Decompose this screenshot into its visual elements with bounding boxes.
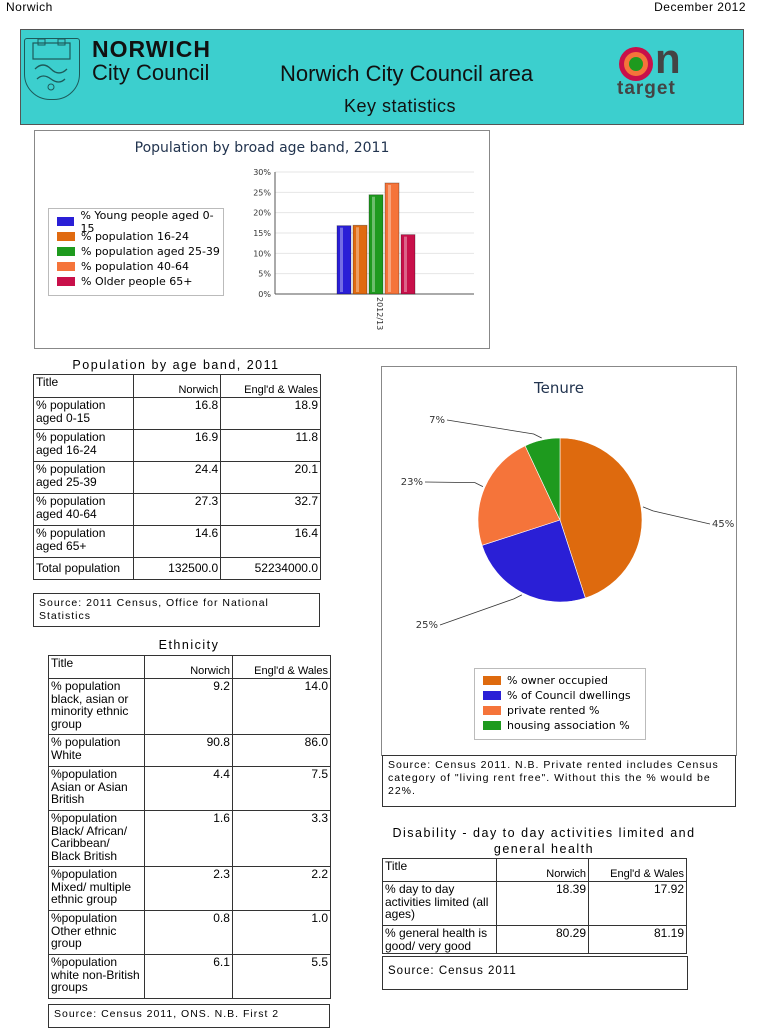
disability-table: Title Norwich Engl'd & Wales % day to da… xyxy=(381,858,687,954)
col-header-norwich: Norwich xyxy=(132,374,222,398)
bar-highlight xyxy=(356,227,359,292)
org-name: NORWICH xyxy=(92,36,212,62)
col-header-title: Title xyxy=(33,374,134,398)
bar xyxy=(352,224,368,295)
pie-slice xyxy=(524,437,561,521)
disability-caption-line2: general health xyxy=(493,842,595,856)
tenure-legend: % owner occupied % of Council dwellings … xyxy=(474,668,646,740)
table-row: % day to day activities limited (all age… xyxy=(381,881,687,926)
table-row: %population Mixed/ multiple ethnic group… xyxy=(47,866,332,911)
legend-item: % population 16-24 xyxy=(57,229,223,244)
table-row: %population Black/ African/ Caribbean/ B… xyxy=(47,810,332,867)
bar-highlight xyxy=(340,227,343,292)
age-chart-legend: % Young people aged 0-15 % population 16… xyxy=(48,208,224,296)
y-tick-label: 10% xyxy=(253,249,271,258)
y-tick-label: 30% xyxy=(253,168,271,177)
page-title: Norwich City Council area xyxy=(280,61,534,86)
pie-leader-line xyxy=(439,594,523,626)
table-row: % population aged 16-24 16.9 11.8 xyxy=(33,429,321,462)
table-row: % population White 90.8 86.0 xyxy=(47,734,332,767)
table-row: % population aged 25-39 24.4 20.1 xyxy=(33,461,321,494)
x-tick-label: 2012/13 xyxy=(375,297,384,330)
title-banner xyxy=(20,29,744,125)
pie-leader-line xyxy=(446,419,542,439)
age-table: Title Norwich Engl'd & Wales % populatio… xyxy=(33,374,321,580)
col-header-norwich: Norwich xyxy=(496,858,590,882)
table-row: %population Other ethnic group 0.8 1.0 xyxy=(47,910,332,955)
bar xyxy=(384,182,400,295)
logo-target-text: target xyxy=(617,78,676,99)
bar-highlight xyxy=(388,184,391,292)
pie-data-label: 23% xyxy=(401,477,423,488)
table-row: % general health is good/ very good 80.29… xyxy=(381,925,687,954)
col-header-ew: Engl'd & Wales xyxy=(588,858,687,882)
disability-caption-line1: Disability - day to day activities limit… xyxy=(392,826,696,840)
pie-leader-line xyxy=(424,481,484,487)
legend-item: % owner occupied xyxy=(483,673,645,688)
pie-leader-line xyxy=(642,506,711,525)
table-row: %population white non-British groups 6.1 5… xyxy=(47,954,332,999)
table-row: %population Asian or Asian British 4.4 7.5 xyxy=(47,766,332,811)
y-tick-label: 25% xyxy=(253,188,271,197)
legend-item: % Young people aged 0-15 xyxy=(57,209,223,235)
page-subtitle: Key statistics xyxy=(344,96,457,116)
tenure-source: Source: Census 2011. N.B. Private rented… xyxy=(382,755,736,807)
pie-slice xyxy=(559,437,643,599)
col-header-ew: Engl'd & Wales xyxy=(231,655,332,679)
legend-item: % population aged 25-39 xyxy=(57,244,223,259)
city-crest-icon xyxy=(24,38,80,100)
bar xyxy=(368,194,384,295)
table-row: % population aged 40-64 27.3 32.7 xyxy=(33,493,321,526)
ethnicity-source: Source: Census 2011, ONS. N.B. First 2 xyxy=(48,1004,330,1028)
bar xyxy=(400,234,416,295)
bar-highlight xyxy=(372,196,375,292)
legend-item: housing association % xyxy=(483,718,645,733)
col-header-ew: Engl'd & Wales xyxy=(220,374,321,398)
pie-slice xyxy=(477,445,561,546)
pie-slice xyxy=(481,519,586,603)
table-row: % population aged 65+ 14.6 16.4 xyxy=(33,525,321,558)
org-subname: City Council xyxy=(92,60,210,85)
col-header-title: Title xyxy=(47,655,146,679)
legend-item: % of Council dwellings xyxy=(483,688,645,703)
legend-item: private rented % xyxy=(483,703,645,718)
age-bar-chart: 30% 25% 20% 15% 10% 5% 0% 2012/13 xyxy=(253,168,474,330)
age-table-source: Source: 2011 Census, Office for National… xyxy=(33,593,320,627)
bar-highlight xyxy=(404,236,407,292)
ethnicity-caption: Ethnicity xyxy=(158,638,220,652)
bar xyxy=(336,225,352,295)
legend-item: % population 40-64 xyxy=(57,259,223,274)
pie-data-label: 7% xyxy=(429,415,445,426)
tenure-pie-chart: 45% 25% 23% 7% xyxy=(401,415,734,631)
ethnicity-table: Title Norwich Engl'd & Wales % populatio… xyxy=(47,655,332,999)
col-header-title: Title xyxy=(381,858,498,882)
target-logo-icon xyxy=(619,47,653,81)
age-table-caption: Population by age band, 2011 xyxy=(72,358,280,372)
y-tick-label: 0% xyxy=(258,290,271,299)
disability-source: Source: Census 2011 xyxy=(382,956,688,990)
y-tick-label: 20% xyxy=(253,209,271,218)
y-tick-label: 5% xyxy=(258,270,271,279)
pie-data-label: 45% xyxy=(712,519,734,530)
table-row: % population aged 0-15 16.8 18.9 xyxy=(33,397,321,430)
y-tick-label: 15% xyxy=(253,229,271,238)
col-header-norwich: Norwich xyxy=(144,655,233,679)
header-location: Norwich xyxy=(6,0,53,14)
logo-on-text: n xyxy=(655,35,681,82)
legend-item: % Older people 65+ xyxy=(57,274,223,289)
header-date: December 2012 xyxy=(654,0,746,14)
tenure-chart-title: Tenure xyxy=(534,379,584,397)
table-row: Total population 132500.0 52234000.0 xyxy=(33,557,321,580)
table-row: % population black, asian or minority et… xyxy=(47,678,332,735)
pie-data-label: 25% xyxy=(416,620,438,631)
age-chart-title: Population by broad age band, 2011 xyxy=(134,140,390,156)
